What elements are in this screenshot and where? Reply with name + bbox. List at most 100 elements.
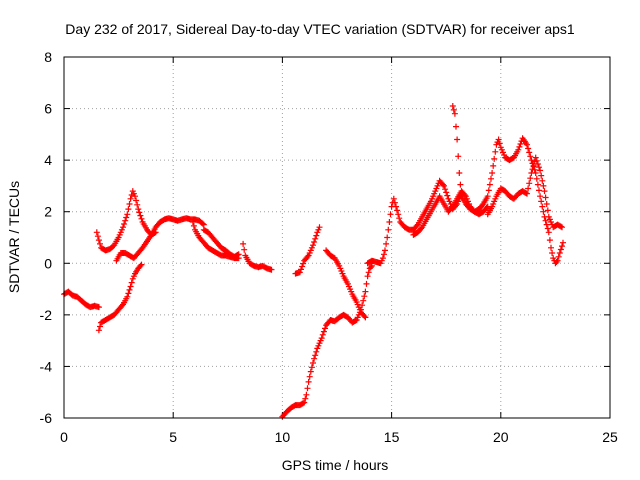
data-point	[539, 177, 546, 184]
data-point	[542, 217, 549, 224]
x-tick-label: 5	[169, 429, 177, 445]
data-point	[517, 141, 524, 147]
data-point	[443, 189, 450, 196]
data-point	[241, 246, 248, 253]
data-point	[534, 161, 541, 167]
data-point	[322, 325, 328, 332]
data-point	[522, 190, 529, 196]
data-point	[548, 244, 554, 251]
data-point	[312, 352, 319, 359]
data-point	[393, 203, 399, 210]
data-point	[540, 182, 547, 189]
x-axis-label: GPS time / hours	[282, 457, 389, 473]
y-tick-label: 6	[44, 101, 52, 117]
data-point	[450, 106, 457, 113]
data-point	[557, 223, 564, 230]
data-point	[125, 206, 132, 213]
data-point	[540, 208, 547, 215]
data-point	[384, 234, 391, 241]
data-point	[124, 211, 131, 218]
data-point	[533, 175, 540, 182]
data-point	[95, 304, 102, 311]
data-point	[296, 269, 303, 276]
data-point	[539, 203, 546, 210]
data-point	[124, 293, 131, 300]
data-point	[359, 302, 366, 309]
data-point	[299, 263, 306, 270]
data-point	[240, 240, 247, 247]
data-point	[318, 335, 325, 342]
data-point	[395, 211, 402, 218]
data-point	[235, 251, 242, 258]
data-point	[135, 206, 142, 213]
data-point	[127, 195, 134, 202]
x-tick-label: 10	[275, 429, 291, 445]
data-point	[485, 187, 492, 194]
data-point	[413, 222, 420, 229]
data-point	[118, 302, 125, 309]
data-point	[95, 237, 102, 244]
data-point	[545, 229, 552, 236]
data-point	[461, 192, 468, 198]
x-tick-label: 25	[602, 429, 618, 445]
data-point	[542, 194, 549, 201]
data-point	[365, 269, 372, 276]
data-point	[391, 199, 398, 206]
data-point	[302, 395, 309, 402]
data-point	[199, 220, 206, 227]
data-point	[137, 262, 144, 269]
data-point	[311, 239, 318, 245]
data-point	[489, 170, 496, 176]
y-tick-label: -2	[40, 307, 53, 323]
data-point	[534, 181, 541, 188]
data-point	[524, 190, 530, 197]
data-point	[382, 247, 388, 254]
data-point	[490, 162, 497, 169]
data-point	[190, 222, 197, 229]
data-series	[61, 103, 566, 420]
grid-lines	[64, 57, 610, 418]
data-point	[543, 201, 550, 207]
data-point	[444, 192, 451, 199]
data-point	[449, 103, 456, 109]
data-point	[455, 153, 462, 160]
data-point	[126, 201, 133, 207]
data-point	[300, 260, 307, 267]
data-point	[532, 154, 539, 161]
data-point	[367, 264, 374, 271]
data-point	[544, 225, 551, 232]
data-point	[515, 146, 522, 153]
data-point	[536, 187, 542, 194]
data-point	[385, 226, 392, 233]
data-point	[363, 280, 370, 287]
data-point	[381, 251, 387, 258]
data-point	[442, 186, 449, 193]
data-point	[310, 360, 316, 366]
data-point	[138, 261, 145, 268]
data-point	[483, 204, 490, 211]
data-point	[451, 110, 458, 117]
data-point	[352, 317, 359, 324]
data-point	[360, 297, 367, 304]
data-point	[496, 140, 503, 147]
data-point	[313, 348, 320, 355]
data-point	[301, 399, 308, 406]
data-point	[559, 243, 565, 250]
data-point	[537, 193, 544, 200]
data-point	[97, 240, 103, 247]
data-point	[94, 233, 101, 240]
data-point	[525, 145, 532, 152]
data-point	[361, 293, 368, 300]
x-tick-label: 15	[384, 429, 400, 445]
data-point	[448, 204, 455, 211]
data-point	[300, 400, 307, 407]
data-point	[537, 167, 544, 174]
data-point	[486, 181, 493, 188]
data-point	[308, 364, 315, 371]
data-point	[439, 181, 446, 188]
data-point	[123, 214, 130, 221]
data-point	[312, 235, 319, 242]
data-point	[553, 259, 560, 265]
y-tick-label: 0	[44, 255, 52, 271]
